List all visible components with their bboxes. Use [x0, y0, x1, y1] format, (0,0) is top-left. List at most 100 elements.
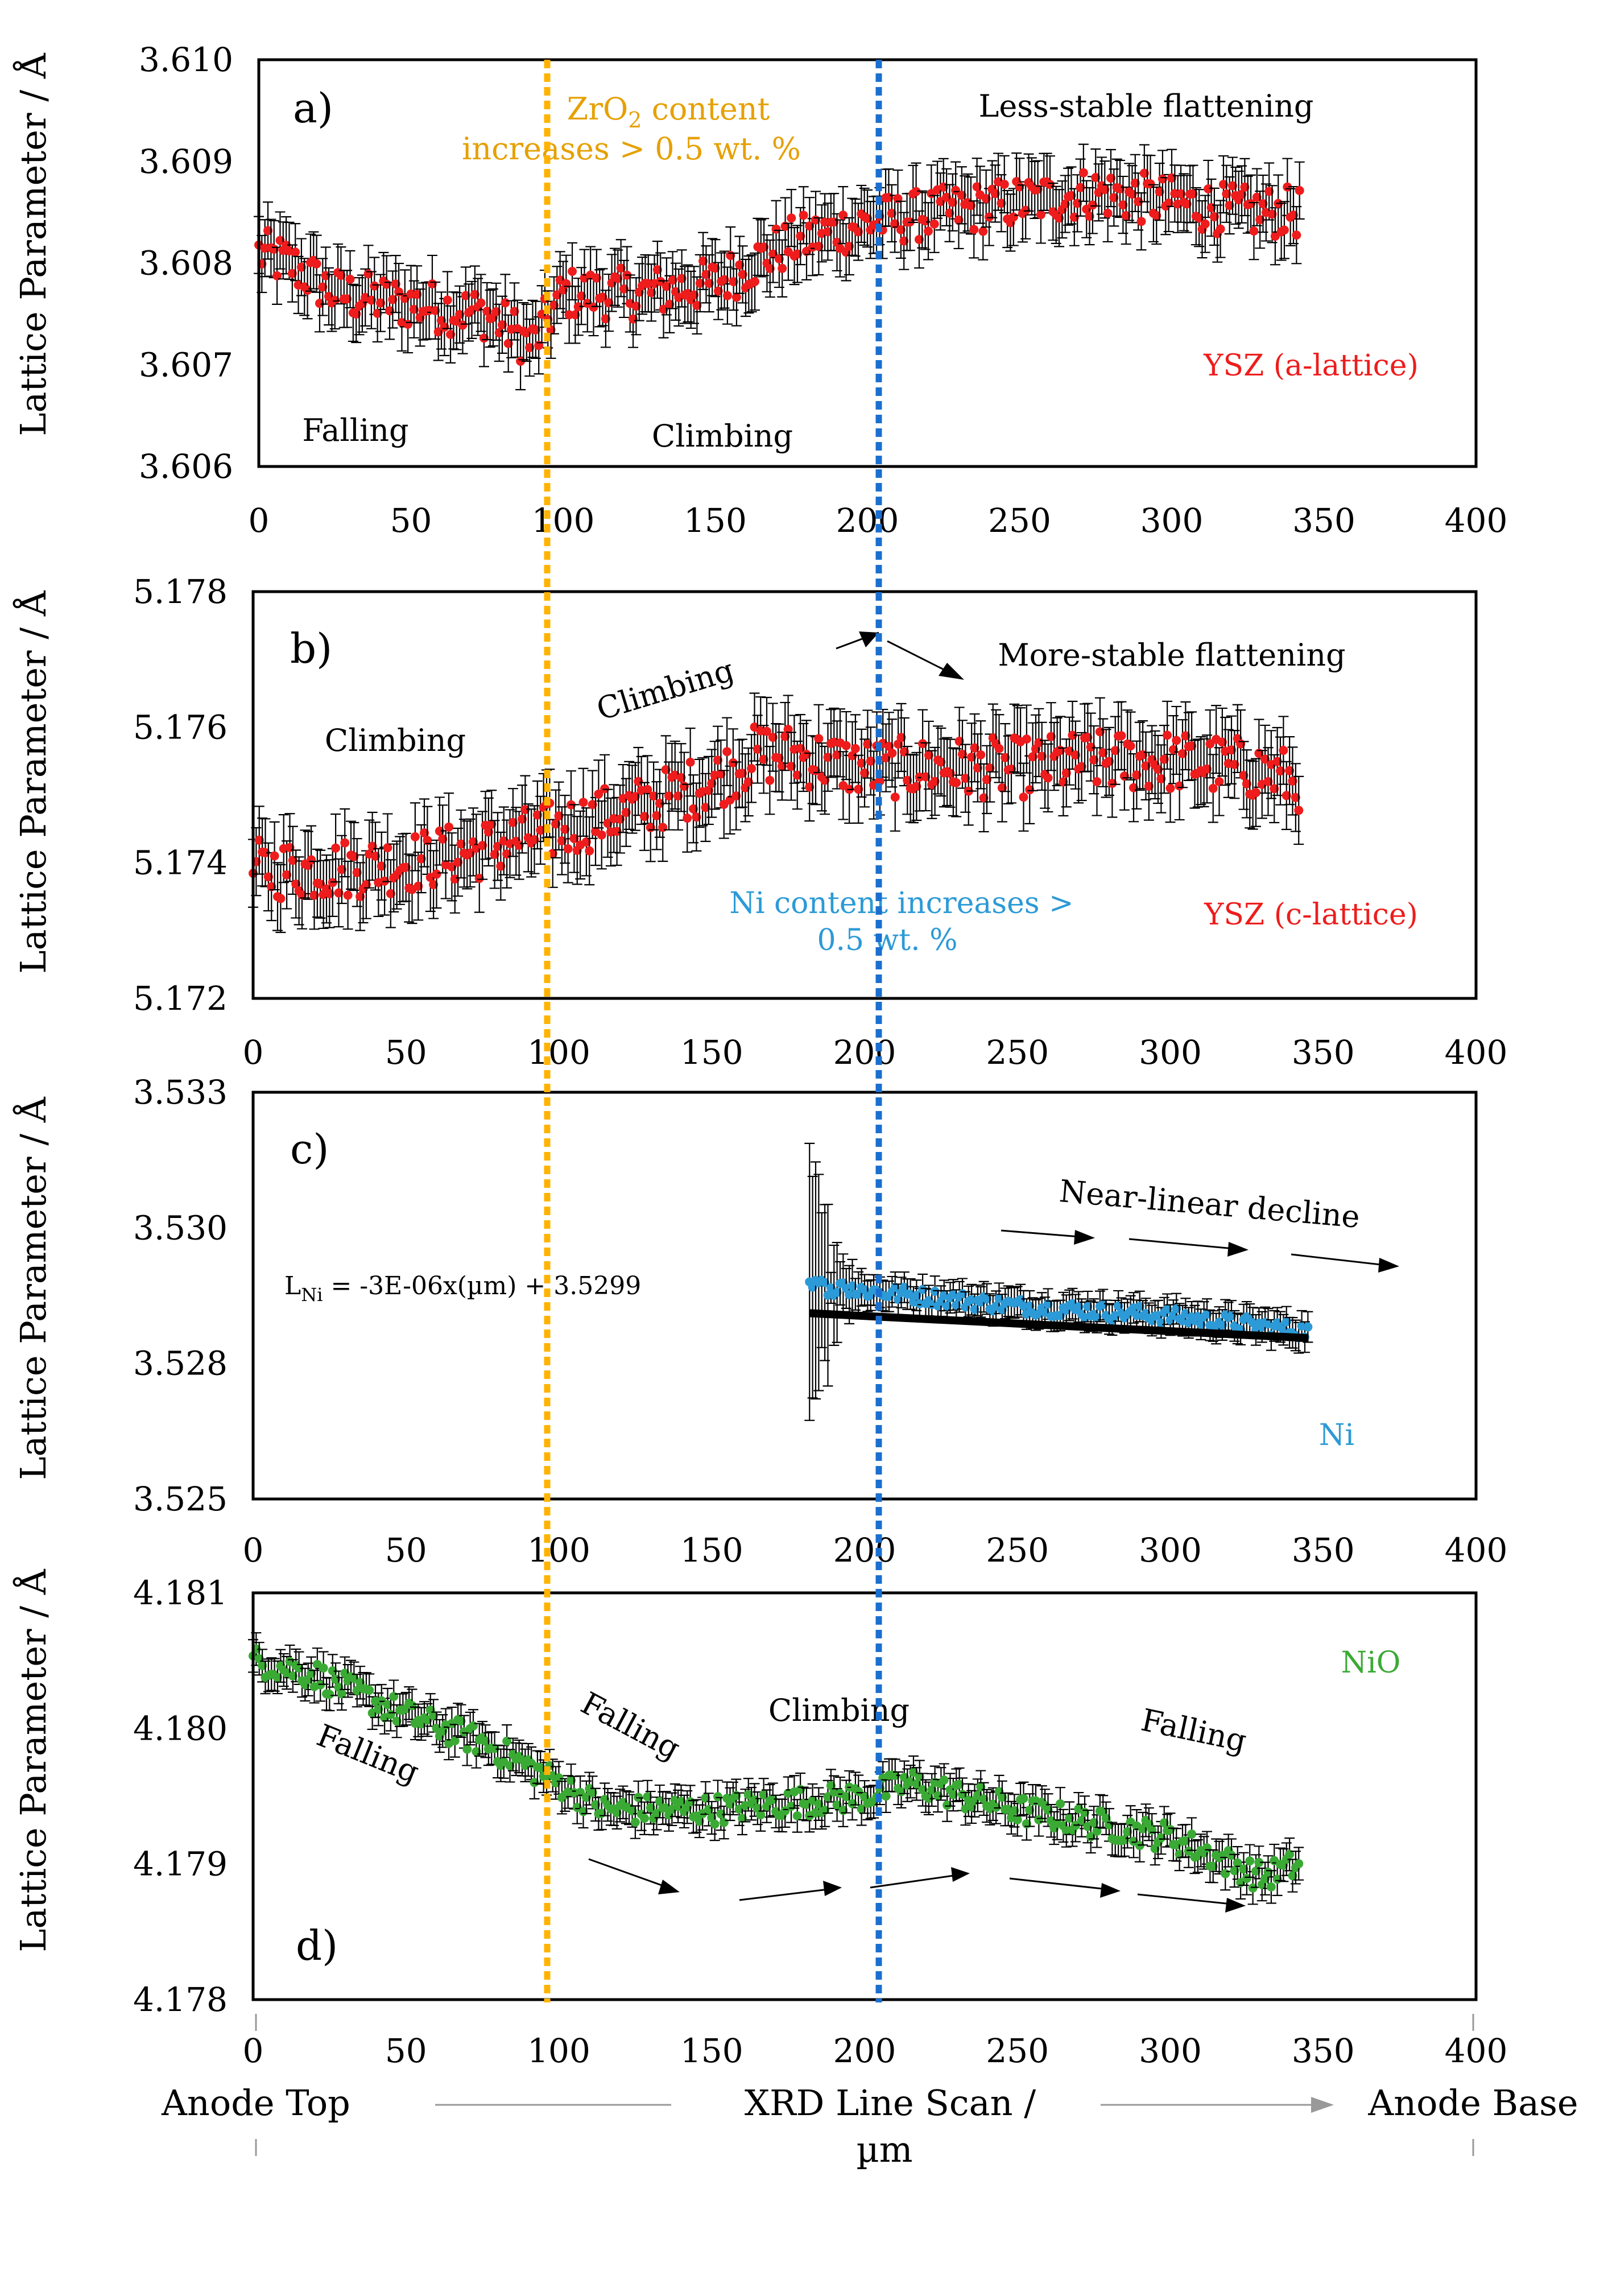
data-point	[942, 192, 952, 202]
data-point	[502, 1736, 512, 1746]
data-point	[1025, 785, 1035, 795]
y-tick-label: 3.609	[139, 142, 233, 181]
data-point	[1279, 746, 1288, 755]
data-point	[1263, 1867, 1273, 1877]
data-point	[704, 279, 714, 288]
data-point	[854, 1787, 863, 1797]
x-tick-label: 350	[1292, 1033, 1355, 1072]
data-point	[1165, 1824, 1175, 1834]
more-stable-annotation: More-stable flattening	[998, 637, 1345, 673]
data-point	[1239, 1864, 1249, 1874]
data-point	[652, 1808, 662, 1818]
data-point	[716, 769, 726, 779]
data-point	[337, 865, 346, 874]
data-point	[571, 310, 580, 320]
data-point	[848, 1799, 857, 1808]
data-point	[334, 888, 344, 898]
data-point	[640, 1814, 649, 1823]
data-point	[414, 881, 423, 891]
data-point	[1056, 1799, 1065, 1808]
data-point	[458, 320, 468, 330]
data-point	[967, 752, 977, 762]
data-point	[431, 305, 440, 315]
y-tick-label: 3.533	[133, 1073, 228, 1112]
data-points	[254, 143, 1305, 391]
data-point	[328, 1666, 337, 1676]
data-point	[997, 783, 1007, 792]
data-point	[952, 778, 961, 787]
data-point	[668, 275, 677, 285]
data-point	[1158, 174, 1167, 184]
data-point	[924, 1794, 933, 1803]
data-point	[664, 791, 673, 801]
data-point	[999, 179, 1009, 189]
data-point	[461, 291, 470, 300]
data-point	[307, 855, 316, 865]
data-point	[337, 1689, 346, 1699]
data-point	[659, 304, 668, 314]
y-tick-labels: 3.606 3.607 3.608 3.609 3.610	[139, 40, 233, 486]
data-point	[597, 830, 606, 840]
data-point	[1159, 1818, 1169, 1828]
data-point	[388, 295, 398, 304]
data-point	[943, 1301, 952, 1311]
data-point	[903, 775, 912, 785]
anode-base-label: Anode Base	[1367, 2082, 1578, 2124]
x-tick-label: 50	[385, 1033, 427, 1072]
data-point	[981, 194, 991, 204]
data-point	[267, 882, 276, 891]
data-point	[954, 1779, 964, 1789]
x-tick-label: 150	[680, 2031, 743, 2070]
data-point	[673, 791, 683, 801]
data-point	[591, 1800, 600, 1810]
data-points	[248, 1632, 1304, 1905]
data-point	[661, 765, 671, 774]
data-point	[455, 309, 465, 319]
data-point	[1001, 753, 1010, 762]
data-point	[469, 1721, 478, 1731]
plot-frame	[251, 590, 1478, 1000]
data-point	[713, 286, 723, 296]
data-point	[412, 290, 422, 299]
data-point	[446, 329, 456, 339]
data-point	[1060, 199, 1070, 209]
data-point	[1109, 193, 1119, 203]
data-point	[1085, 212, 1094, 221]
data-point	[954, 737, 964, 746]
data-point	[982, 775, 991, 784]
series-label: YSZ (a-lattice)	[1203, 349, 1419, 383]
data-point	[774, 254, 784, 263]
data-point	[890, 1282, 900, 1292]
data-point	[930, 777, 940, 786]
data-point	[1204, 184, 1213, 193]
arrow-down-head	[939, 663, 964, 680]
data-point	[890, 1771, 900, 1781]
data-point	[1136, 217, 1146, 226]
y-tick-label: 4.178	[133, 1980, 228, 2019]
data-point	[498, 320, 507, 329]
data-point	[1146, 179, 1155, 189]
x-tick-label: 350	[1292, 2031, 1355, 2070]
data-point	[483, 827, 493, 837]
panel-label: a)	[293, 84, 333, 132]
data-point	[814, 1799, 824, 1809]
data-point	[1165, 783, 1175, 793]
data-point	[973, 763, 982, 773]
data-point	[508, 817, 518, 827]
data-point	[370, 281, 379, 291]
data-point	[1264, 187, 1274, 196]
data-point	[640, 812, 649, 821]
data-point	[924, 226, 933, 236]
data-point	[1187, 1830, 1197, 1839]
data-point	[554, 1773, 564, 1783]
data-point	[787, 213, 796, 223]
data-point	[1132, 770, 1142, 780]
data-point	[536, 1763, 545, 1773]
data-point	[1126, 741, 1135, 751]
data-point	[1141, 761, 1151, 771]
data-point	[1010, 1806, 1019, 1815]
data-point	[796, 744, 805, 753]
data-point	[1105, 757, 1114, 766]
data-point	[520, 805, 530, 815]
x-tick-label: 350	[1292, 1531, 1355, 1570]
